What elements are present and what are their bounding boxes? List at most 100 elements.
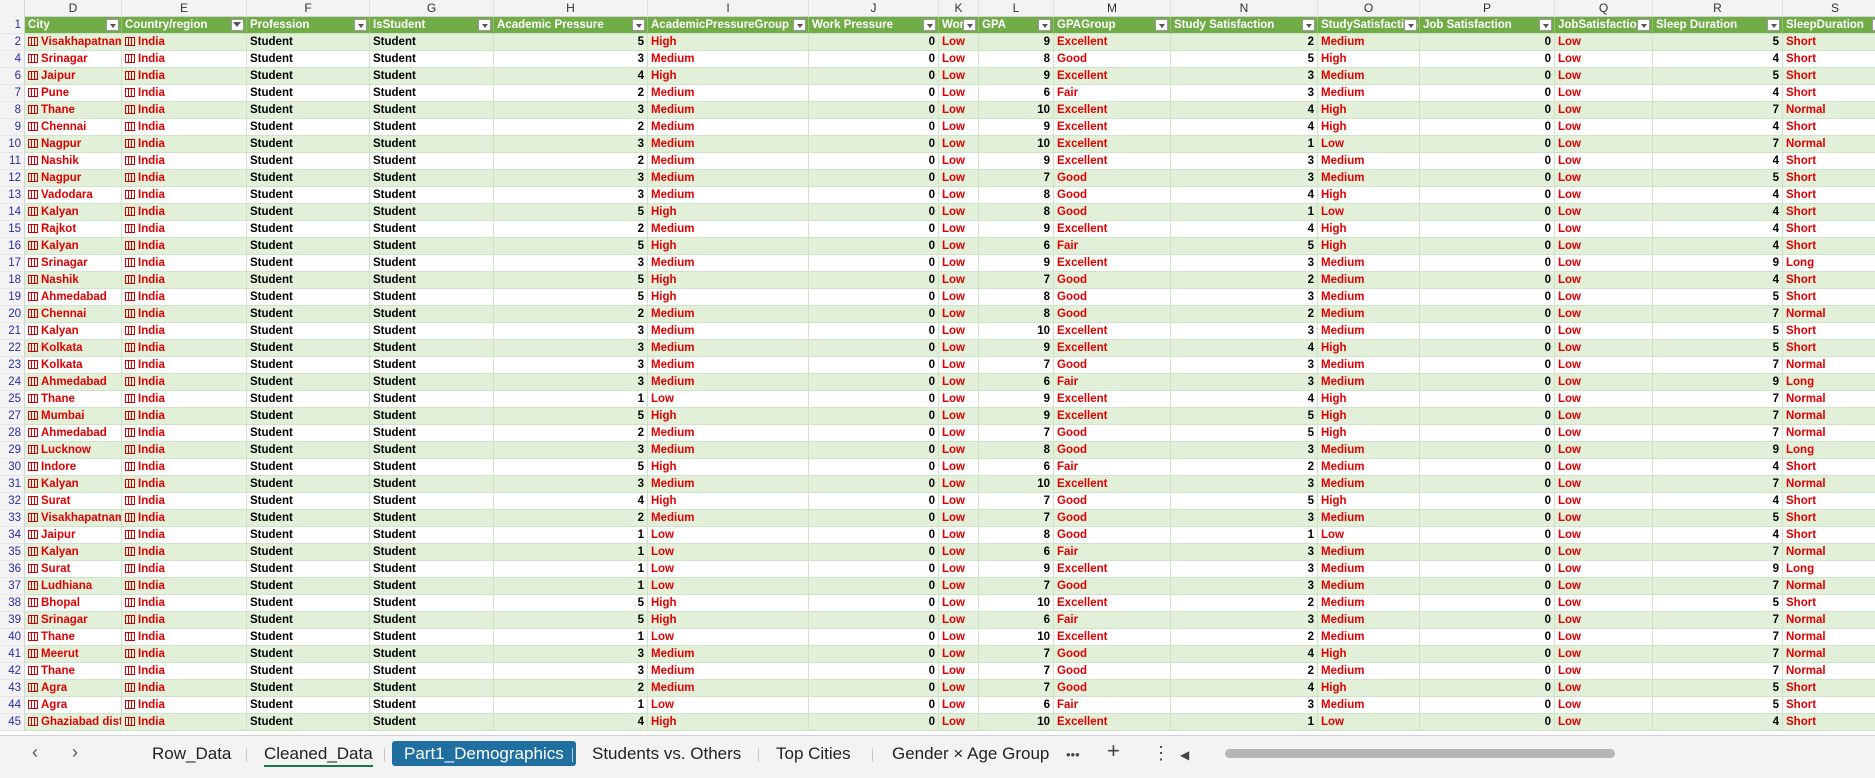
filter-dropdown-icon[interactable]	[1302, 19, 1315, 31]
column-letter-f[interactable]: F	[247, 0, 370, 17]
sleep-duration-group-cell[interactable]: Normal	[1783, 612, 1875, 629]
study-satisfaction-cell[interactable]: 1	[1171, 527, 1318, 544]
gpa-cell[interactable]: 9	[979, 340, 1054, 357]
work-pressure-group-cell[interactable]: Low	[939, 153, 979, 170]
is-student-cell[interactable]: Student	[370, 527, 494, 544]
profession-cell[interactable]: Student	[247, 442, 370, 459]
country-cell[interactable]: India	[122, 51, 247, 68]
city-cell[interactable]: Kolkata	[25, 357, 122, 374]
header-cell-f[interactable]: Profession	[247, 17, 370, 34]
work-pressure-cell[interactable]: 0	[809, 612, 939, 629]
sleep-duration-cell[interactable]: 7	[1653, 578, 1783, 595]
gpa-group-cell[interactable]: Good	[1054, 289, 1171, 306]
work-pressure-group-cell[interactable]: Low	[939, 374, 979, 391]
city-cell[interactable]: Ahmedabad	[25, 425, 122, 442]
study-satisfaction-group-cell[interactable]: Medium	[1318, 510, 1420, 527]
sleep-duration-cell[interactable]: 9	[1653, 561, 1783, 578]
work-pressure-group-cell[interactable]: Low	[939, 357, 979, 374]
is-student-cell[interactable]: Student	[370, 425, 494, 442]
sleep-duration-group-cell[interactable]: Short	[1783, 204, 1875, 221]
job-satisfaction-cell[interactable]: 0	[1420, 629, 1555, 646]
filter-applied-icon[interactable]	[231, 19, 244, 31]
horizontal-scrollbar[interactable]	[1225, 749, 1615, 758]
academic-pressure-cell[interactable]: 2	[494, 306, 648, 323]
row-number[interactable]: 19	[0, 289, 25, 306]
city-cell[interactable]: Pune	[25, 85, 122, 102]
job-satisfaction-cell[interactable]: 0	[1420, 459, 1555, 476]
gpa-group-cell[interactable]: Fair	[1054, 544, 1171, 561]
gpa-group-cell[interactable]: Fair	[1054, 697, 1171, 714]
job-satisfaction-cell[interactable]: 0	[1420, 204, 1555, 221]
job-satisfaction-cell[interactable]: 0	[1420, 289, 1555, 306]
city-cell[interactable]: Kalyan	[25, 544, 122, 561]
row-number[interactable]: 20	[0, 306, 25, 323]
country-cell[interactable]: India	[122, 408, 247, 425]
sleep-duration-group-cell[interactable]: Short	[1783, 459, 1875, 476]
scroll-left-icon[interactable]: ◀	[1180, 748, 1190, 762]
profession-cell[interactable]: Student	[247, 170, 370, 187]
study-satisfaction-group-cell[interactable]: High	[1318, 425, 1420, 442]
gpa-group-cell[interactable]: Good	[1054, 170, 1171, 187]
row-number[interactable]: 10	[0, 136, 25, 153]
sleep-duration-cell[interactable]: 7	[1653, 357, 1783, 374]
study-satisfaction-cell[interactable]: 2	[1171, 459, 1318, 476]
is-student-cell[interactable]: Student	[370, 714, 494, 731]
is-student-cell[interactable]: Student	[370, 629, 494, 646]
work-pressure-group-cell[interactable]: Low	[939, 221, 979, 238]
study-satisfaction-group-cell[interactable]: Low	[1318, 714, 1420, 731]
academic-pressure-group-cell[interactable]: Medium	[648, 51, 809, 68]
work-pressure-cell[interactable]: 0	[809, 527, 939, 544]
academic-pressure-group-cell[interactable]: Medium	[648, 357, 809, 374]
is-student-cell[interactable]: Student	[370, 697, 494, 714]
gpa-cell[interactable]: 6	[979, 374, 1054, 391]
job-satisfaction-group-cell[interactable]: Low	[1555, 204, 1653, 221]
job-satisfaction-group-cell[interactable]: Low	[1555, 663, 1653, 680]
academic-pressure-group-cell[interactable]: High	[648, 204, 809, 221]
study-satisfaction-cell[interactable]: 2	[1171, 306, 1318, 323]
city-cell[interactable]: Mumbai	[25, 408, 122, 425]
profession-cell[interactable]: Student	[247, 680, 370, 697]
work-pressure-group-cell[interactable]: Low	[939, 306, 979, 323]
job-satisfaction-group-cell[interactable]: Low	[1555, 85, 1653, 102]
study-satisfaction-group-cell[interactable]: Medium	[1318, 170, 1420, 187]
country-cell[interactable]: India	[122, 34, 247, 51]
profession-cell[interactable]: Student	[247, 527, 370, 544]
academic-pressure-cell[interactable]: 4	[494, 714, 648, 731]
work-pressure-cell[interactable]: 0	[809, 68, 939, 85]
academic-pressure-group-cell[interactable]: High	[648, 714, 809, 731]
row-number[interactable]: 14	[0, 204, 25, 221]
city-cell[interactable]: Agra	[25, 680, 122, 697]
sleep-duration-group-cell[interactable]: Long	[1783, 442, 1875, 459]
job-satisfaction-cell[interactable]: 0	[1420, 85, 1555, 102]
work-pressure-group-cell[interactable]: Low	[939, 323, 979, 340]
gpa-group-cell[interactable]: Good	[1054, 680, 1171, 697]
gpa-group-cell[interactable]: Excellent	[1054, 153, 1171, 170]
row-number[interactable]: 24	[0, 374, 25, 391]
job-satisfaction-cell[interactable]: 0	[1420, 136, 1555, 153]
gpa-cell[interactable]: 10	[979, 102, 1054, 119]
study-satisfaction-cell[interactable]: 2	[1171, 34, 1318, 51]
job-satisfaction-group-cell[interactable]: Low	[1555, 102, 1653, 119]
academic-pressure-group-cell[interactable]: Medium	[648, 663, 809, 680]
gpa-group-cell[interactable]: Good	[1054, 493, 1171, 510]
academic-pressure-group-cell[interactable]: Low	[648, 561, 809, 578]
gpa-group-cell[interactable]: Good	[1054, 306, 1171, 323]
sleep-duration-cell[interactable]: 4	[1653, 714, 1783, 731]
academic-pressure-cell[interactable]: 3	[494, 340, 648, 357]
work-pressure-cell[interactable]: 0	[809, 374, 939, 391]
profession-cell[interactable]: Student	[247, 289, 370, 306]
sleep-duration-cell[interactable]: 7	[1653, 612, 1783, 629]
sleep-duration-cell[interactable]: 7	[1653, 544, 1783, 561]
gpa-cell[interactable]: 7	[979, 680, 1054, 697]
sleep-duration-group-cell[interactable]: Short	[1783, 289, 1875, 306]
sleep-duration-cell[interactable]: 7	[1653, 102, 1783, 119]
row-number[interactable]: 28	[0, 425, 25, 442]
gpa-group-cell[interactable]: Excellent	[1054, 595, 1171, 612]
study-satisfaction-cell[interactable]: 3	[1171, 476, 1318, 493]
is-student-cell[interactable]: Student	[370, 408, 494, 425]
study-satisfaction-group-cell[interactable]: High	[1318, 238, 1420, 255]
column-letter-o[interactable]: O	[1318, 0, 1420, 17]
filter-dropdown-icon[interactable]	[793, 19, 806, 31]
sleep-duration-cell[interactable]: 5	[1653, 170, 1783, 187]
study-satisfaction-cell[interactable]: 3	[1171, 612, 1318, 629]
